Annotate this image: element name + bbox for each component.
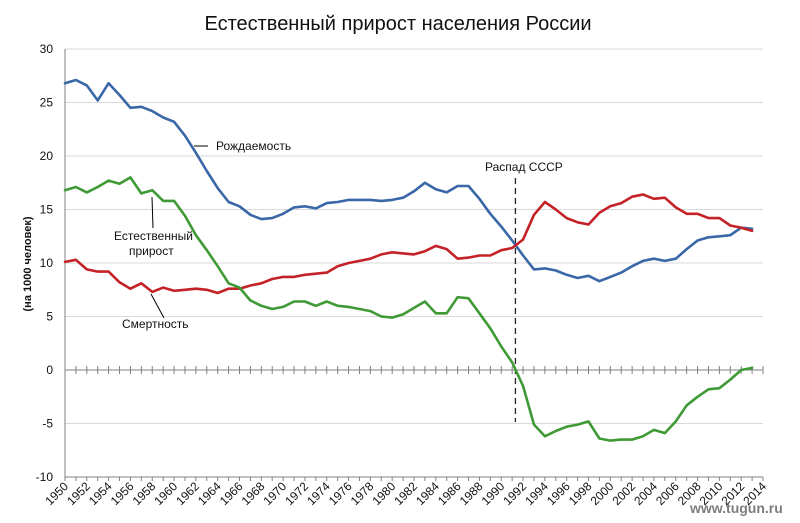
y-tick-label: 5 <box>46 310 53 324</box>
y-axis-label: (на 1000 человек) <box>22 216 34 311</box>
y-tick-label: 25 <box>40 96 54 110</box>
y-tick-label: -10 <box>36 470 54 484</box>
label-natural-growth-line2: прирост <box>129 244 174 258</box>
annotations: Рождаемость Естественный прирост Смертно… <box>114 139 563 331</box>
y-tick-label: -5 <box>42 417 53 431</box>
series-lines <box>63 78 754 442</box>
y-axis-ticks: 30 25 20 15 10 5 0 -5 -10 <box>36 42 54 484</box>
watermark: www.tugun.ru <box>689 500 783 516</box>
series-line-natural-growth <box>63 176 754 442</box>
label-ussr-collapse: Распад СССР <box>485 160 563 174</box>
series-line-death-rate <box>63 193 754 295</box>
series-line-birth-rate <box>63 78 754 283</box>
y-tick-label: 20 <box>40 149 54 163</box>
label-birth-rate: Рождаемость <box>216 139 291 153</box>
label-death-rate: Смертность <box>122 317 189 331</box>
y-tick-label: 0 <box>46 363 53 377</box>
pointer-death-rate <box>150 293 165 319</box>
y-tick-label: 15 <box>40 203 54 217</box>
label-natural-growth-line1: Естественный <box>114 229 193 243</box>
y-tick-label: 30 <box>40 42 54 56</box>
y-tick-label: 10 <box>40 256 54 270</box>
pointer-natural-growth <box>151 196 154 229</box>
chart-title: Естественный прирост населения России <box>204 13 591 35</box>
